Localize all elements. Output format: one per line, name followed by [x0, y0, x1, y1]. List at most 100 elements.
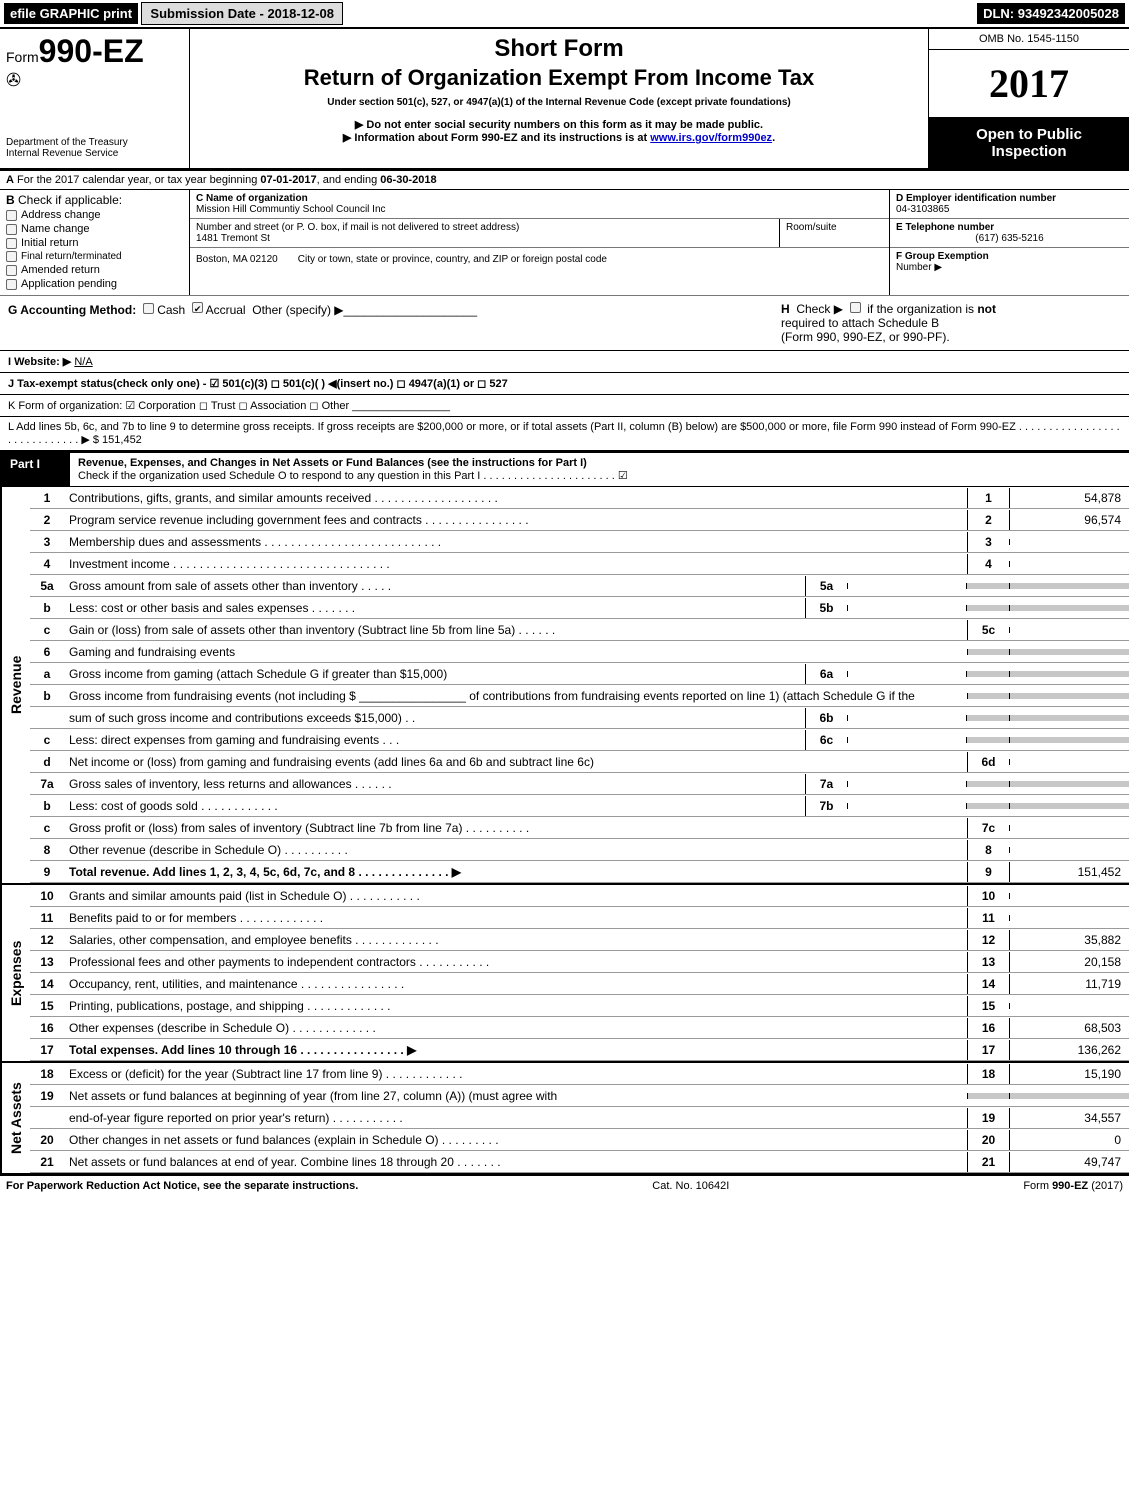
ln-num: 9: [30, 862, 64, 882]
under-note: Under section 501(c), 527, or 4947(a)(1)…: [196, 97, 922, 108]
ln-num: 14: [30, 974, 64, 994]
form-number: Form990-EZ: [6, 33, 183, 70]
line-14: 14 Occupancy, rent, utilities, and maint…: [30, 973, 1129, 995]
title-return: Return of Organization Exempt From Incom…: [196, 65, 922, 91]
chk-application-pending[interactable]: Application pending: [6, 278, 183, 290]
ln-desc: Grants and similar amounts paid (list in…: [64, 886, 967, 906]
radio-cash-icon[interactable]: [143, 303, 154, 314]
chk-amended-return[interactable]: Amended return: [6, 264, 183, 276]
instructions-link[interactable]: www.irs.gov/form990ez: [650, 132, 772, 144]
ln-desc: Less: direct expenses from gaming and fu…: [64, 730, 805, 750]
radio-accrual-icon[interactable]: [192, 302, 203, 313]
grey-cell: [967, 781, 1009, 787]
line-1: 1 Contributions, gifts, grants, and simi…: [30, 487, 1129, 509]
ln-inner-val: [847, 737, 967, 743]
ln-desc: Membership dues and assessments . . . . …: [64, 532, 967, 552]
expenses-label: Expenses: [0, 885, 30, 1061]
line-5c: c Gain or (loss) from sale of assets oth…: [30, 619, 1129, 641]
open-line1: Open to Public: [933, 126, 1125, 143]
d-block: D Employer identification number 04-3103…: [890, 190, 1129, 219]
ln-inner-val: [847, 671, 967, 677]
d-val: 04-3103865: [896, 204, 1123, 215]
e-val: (617) 635-5216: [896, 233, 1123, 244]
grey-cell: [1009, 1093, 1129, 1099]
chk-lbl: Application pending: [21, 278, 117, 290]
foot-right-post: (2017): [1088, 1180, 1123, 1192]
ln-desc: Occupancy, rent, utilities, and maintena…: [64, 974, 967, 994]
checkbox-icon: [6, 238, 17, 249]
foot-left: For Paperwork Reduction Act Notice, see …: [6, 1180, 358, 1192]
c-city-lbl: City or town, state or province, country…: [298, 254, 607, 265]
ln-val: [1009, 539, 1129, 545]
ln-ref: 16: [967, 1018, 1009, 1038]
chk-lbl: Address change: [21, 209, 101, 221]
ln-desc: Investment income . . . . . . . . . . . …: [64, 554, 967, 574]
grey-cell: [967, 583, 1009, 589]
ln-desc: Program service revenue including govern…: [64, 510, 967, 530]
ln-desc: Excess or (deficit) for the year (Subtra…: [64, 1064, 967, 1084]
ln-ref: 5c: [967, 620, 1009, 640]
ln-ref: 3: [967, 532, 1009, 552]
foot-mid: Cat. No. 10642I: [652, 1180, 729, 1192]
line-5b: b Less: cost or other basis and sales ex…: [30, 597, 1129, 619]
ln-inner-ref: 6a: [805, 664, 847, 684]
open-to-public: Open to Public Inspection: [929, 118, 1129, 168]
ln-desc: Professional fees and other payments to …: [64, 952, 967, 972]
line-6d: d Net income or (loss) from gaming and f…: [30, 751, 1129, 773]
c-city-block: Boston, MA 02120 City or town, state or …: [190, 248, 889, 268]
chk-final-return[interactable]: Final return/terminated: [6, 251, 183, 262]
foot-right: Form 990-EZ (2017): [1023, 1180, 1123, 1192]
grey-cell: [967, 737, 1009, 743]
ln-num: c: [30, 730, 64, 750]
h-text2: if the organization is: [867, 302, 977, 316]
ln-ref: 1: [967, 488, 1009, 508]
ln-ref: 11: [967, 908, 1009, 928]
c-name-lbl: C Name of organization: [196, 193, 883, 204]
checkbox-icon: [6, 279, 17, 290]
ln-val: [1009, 847, 1129, 853]
ln-desc: Gross profit or (loss) from sales of inv…: [64, 818, 967, 838]
chk-name-change[interactable]: Name change: [6, 223, 183, 235]
ln-desc: Contributions, gifts, grants, and simila…: [64, 488, 967, 508]
line-15: 15 Printing, publications, postage, and …: [30, 995, 1129, 1017]
ln-ref: 21: [967, 1152, 1009, 1172]
ln-inner-val: [847, 715, 967, 721]
line-6c: c Less: direct expenses from gaming and …: [30, 729, 1129, 751]
part-i-title: Revenue, Expenses, and Changes in Net As…: [78, 457, 587, 469]
ln-val: 34,557: [1009, 1108, 1129, 1128]
line-13: 13 Professional fees and other payments …: [30, 951, 1129, 973]
submission-label: Submission Date -: [150, 6, 267, 21]
ln-num: 8: [30, 840, 64, 860]
chk-lbl: Initial return: [21, 237, 78, 249]
h-checkbox-icon[interactable]: [850, 302, 861, 313]
part-i-header: Part I Revenue, Expenses, and Changes in…: [0, 451, 1129, 487]
chk-initial-return[interactable]: Initial return: [6, 237, 183, 249]
submission-date: 2018-12-08: [267, 6, 334, 21]
ln-inner-ref: 6b: [805, 708, 847, 728]
ln-desc: Gross amount from sale of assets other t…: [64, 576, 805, 596]
department: Department of the Treasury Internal Reve…: [6, 137, 183, 159]
ln-inner-val: [847, 605, 967, 611]
header-right: OMB No. 1545-1150 2017 Open to Public In…: [929, 29, 1129, 168]
revenue-lines: 1 Contributions, gifts, grants, and simi…: [30, 487, 1129, 883]
ln-val: [1009, 1003, 1129, 1009]
i-lbl: I Website: ▶: [8, 356, 71, 368]
chk-address-change[interactable]: Address change: [6, 209, 183, 221]
block-l: L Add lines 5b, 6c, and 7b to line 9 to …: [0, 417, 1129, 451]
ln-num: c: [30, 620, 64, 640]
ln-desc: Other changes in net assets or fund bala…: [64, 1130, 967, 1150]
line-6b-text: b Gross income from fundraising events (…: [30, 685, 1129, 707]
ln-val: [1009, 561, 1129, 567]
line-8: 8 Other revenue (describe in Schedule O)…: [30, 839, 1129, 861]
line-16: 16 Other expenses (describe in Schedule …: [30, 1017, 1129, 1039]
ln-num: 7a: [30, 774, 64, 794]
e-block: E Telephone number (617) 635-5216: [890, 219, 1129, 248]
g-line: ____________________: [344, 303, 477, 317]
line-4: 4 Investment income . . . . . . . . . . …: [30, 553, 1129, 575]
ln-num: 4: [30, 554, 64, 574]
ln-val: [1009, 893, 1129, 899]
c-addr: 1481 Tremont St: [196, 233, 773, 244]
form-prefix: Form: [6, 49, 39, 65]
grey-cell: [1009, 781, 1129, 787]
l-text: L Add lines 5b, 6c, and 7b to line 9 to …: [8, 421, 1120, 446]
